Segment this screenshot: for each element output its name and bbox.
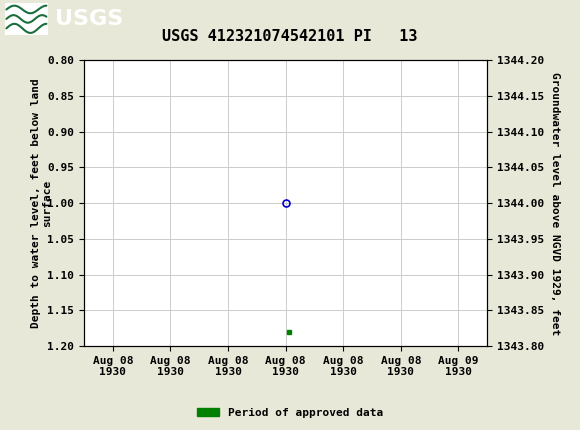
Bar [5, 3, 48, 35]
Text: USGS 412321074542101 PI   13: USGS 412321074542101 PI 13 [162, 29, 418, 44]
Y-axis label: Depth to water level, feet below land
surface: Depth to water level, feet below land su… [31, 78, 53, 328]
Legend: Period of approved data: Period of approved data [193, 403, 387, 422]
Text: USGS: USGS [55, 9, 124, 29]
Y-axis label: Groundwater level above NGVD 1929, feet: Groundwater level above NGVD 1929, feet [550, 71, 560, 335]
